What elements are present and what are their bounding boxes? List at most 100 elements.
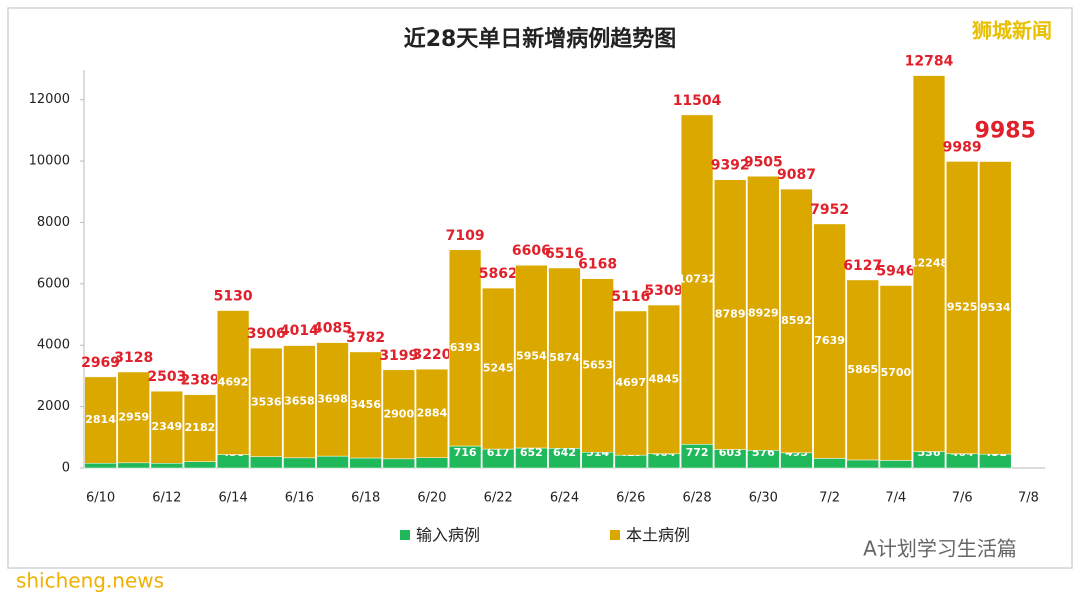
bar-segment [482,287,515,450]
total-label: 3128 [114,350,153,366]
bar-segment [349,351,382,459]
total-label: 5862 [479,266,518,282]
bar-segment [382,458,415,469]
total-label: 9392 [711,158,750,174]
y-tick-label: 12000 [29,92,70,107]
bar-segment [349,457,382,469]
legend-swatch [610,530,620,540]
data-label: 5954 [516,350,547,363]
bar-segment [150,390,184,464]
total-label: 5309 [644,283,683,299]
total-label: 5946 [876,264,915,280]
bar-segment [945,161,979,455]
bar-segment [216,310,250,455]
bar-segment [780,188,813,454]
data-label: 8592 [781,314,812,327]
data-label: 772 [686,446,709,459]
bar-segment [415,457,449,469]
total-label: 9505 [744,154,783,170]
watermark: shicheng.news [16,569,164,593]
total-label: 12784 [905,54,954,70]
total-label: 2503 [147,369,186,385]
total-label: 9989 [943,139,982,155]
y-tick-label: 4000 [37,338,70,353]
data-label: 3456 [350,398,381,411]
bar-segment [150,463,184,469]
total-label: 3199 [379,348,418,364]
data-label: 9534 [980,301,1011,314]
y-tick-label: 10000 [29,154,70,169]
data-label: 5245 [483,362,514,375]
data-label: 4697 [615,376,646,389]
x-tick-label: 6/30 [749,491,778,506]
data-label: 4692 [218,376,249,389]
total-label: 4085 [313,321,352,337]
total-label: 6168 [578,257,617,273]
y-tick-label: 8000 [37,215,70,230]
total-label: 7952 [810,202,849,218]
bar-segment [879,460,913,469]
total-label: 5130 [214,289,253,305]
total-label: 6606 [512,243,551,259]
data-label: 8929 [748,306,779,319]
data-label: 4845 [649,372,680,385]
data-label: 9525 [947,301,978,314]
x-tick-label: 6/16 [285,491,314,506]
data-label: 2182 [185,421,216,434]
x-tick-label: 7/6 [952,491,973,506]
y-tick-label: 0 [62,461,70,476]
total-label: 7109 [446,228,485,244]
data-label: 652 [520,446,543,459]
bar-segment [979,161,1012,455]
total-label: 3782 [346,330,385,346]
x-tick-label: 6/10 [86,491,115,506]
data-label: 12248 [910,257,948,270]
x-tick-label: 6/18 [351,491,380,506]
total-label: 5116 [611,289,650,305]
x-tick-label: 6/28 [682,491,711,506]
total-label: 2389 [180,373,219,389]
y-tick-label: 6000 [37,276,70,291]
bar-segment [316,342,349,457]
data-label: 5865 [847,363,878,376]
legend-label: 本土病例 [626,526,690,545]
bar-segment [813,223,846,459]
bar-segment [183,461,217,469]
x-tick-label: 6/24 [550,491,579,506]
chart-title: 近28天单日新增病例趋势图 [404,26,677,52]
data-label: 5874 [549,351,580,364]
total-label: 9087 [777,167,816,183]
bar-segment [448,249,482,447]
data-label: 2884 [417,406,448,419]
x-tick-label: 6/12 [152,491,181,506]
bar-segment [183,394,217,462]
bar-segment [747,176,780,451]
total-label: 9985 [975,119,1036,144]
bar-segment [84,376,117,464]
bar-segment [614,310,647,456]
total-label: 6516 [545,246,584,262]
x-tick-label: 6/26 [616,491,645,506]
bar-segment [714,179,747,450]
data-label: 5700 [881,366,912,379]
data-label: 8789 [715,308,746,321]
x-tick-label: 7/8 [1018,491,1039,506]
total-label: 2969 [81,355,120,371]
data-label: 2814 [85,413,116,426]
data-label: 3658 [284,395,315,408]
bar-segment [846,459,879,469]
data-label: 3536 [251,395,282,408]
total-label: 6127 [843,258,882,274]
bar-segment [283,345,316,459]
total-label: 3220 [412,347,451,363]
x-tick-label: 6/14 [219,491,248,506]
bar-segment [515,264,548,449]
bar-segment [283,457,316,469]
data-label: 642 [553,446,576,459]
data-label: 2959 [118,410,149,423]
data-label: 10732 [678,273,716,286]
data-label: 6393 [450,341,481,354]
y-tick-label: 2000 [37,399,70,414]
legend-swatch [400,530,410,540]
